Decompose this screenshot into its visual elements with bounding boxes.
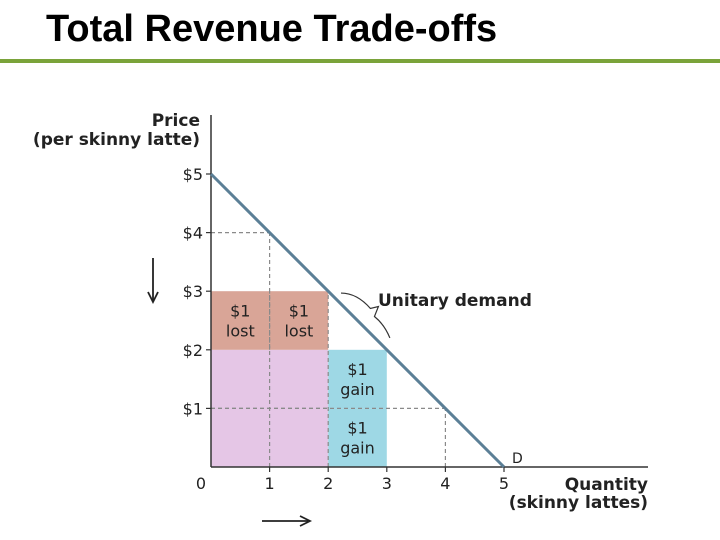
axis-ticks: 0 1 2 3 4 5 $1 $2 $3 $4 $5 [183,165,509,493]
demand-line-label: D [512,451,523,467]
y-axis-label-line2: (per skinny latte) [33,130,200,150]
region-gain [328,408,387,467]
region-lost [211,291,270,350]
y-tick-label: $1 [183,399,203,418]
region-label-lost: lost [284,322,313,341]
region-label-lost: lost [226,322,255,341]
region-label-amount: $1 [347,419,367,438]
y-axis-label-line1: Price [152,111,200,131]
unitary-demand-brace [340,292,391,339]
x-tick-label: 4 [440,474,450,493]
revenue-regions [211,291,387,467]
region-lost [269,291,329,350]
demand-series: D [209,172,523,469]
price-arrow-head [147,291,159,305]
title-rule [0,59,720,63]
x-tick-label: 3 [382,474,392,493]
unitary-demand-label: Unitary demand [378,291,532,311]
y-tick-label: $5 [183,165,203,184]
region-label-amount: $1 [347,360,367,379]
region-label-amount: $1 [230,302,250,321]
y-tick-label: $4 [183,224,203,243]
quantity-right-arrow [262,515,313,527]
y-tick-label: $2 [183,341,203,360]
unitary-demand-annotation: Unitary demand [340,291,532,339]
region-gain [328,349,387,409]
x-tick-label: 0 [196,474,206,493]
x-axis-label-line1: Quantity [565,475,648,495]
region-label-gain: gain [340,439,375,458]
price-down-arrow [147,258,159,305]
slide-title: Total Revenue Trade-offs [46,8,498,50]
y-tick-label: $3 [183,282,203,301]
x-tick-label: 5 [499,474,509,493]
demand-line [209,172,506,469]
region-label-amount: $1 [289,302,309,321]
guide-lines [211,232,446,467]
quantity-arrow-head [299,515,313,527]
x-axis-label-line2: (skinny lattes) [509,493,648,513]
x-tick-label: 1 [265,474,275,493]
region-label-gain: gain [340,380,375,399]
x-tick-label: 2 [323,474,333,493]
